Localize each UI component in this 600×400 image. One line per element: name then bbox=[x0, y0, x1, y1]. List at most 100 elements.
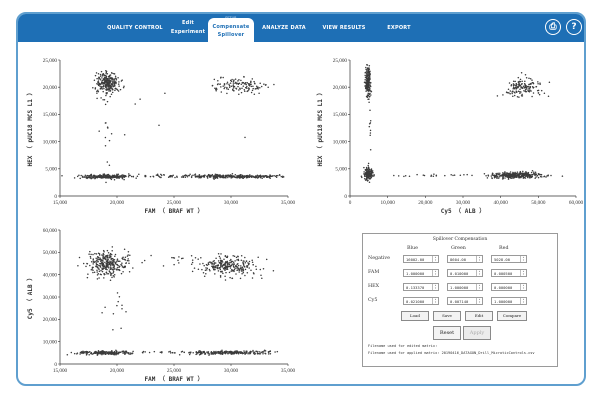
droplet-point bbox=[248, 260, 251, 263]
droplet-point bbox=[279, 174, 281, 176]
droplet-point bbox=[113, 174, 115, 177]
cy5-blue-input[interactable]: 0.021000 ▴ ▾ bbox=[403, 297, 439, 305]
cy5-green-input[interactable]: 0.007140 ▴ ▾ bbox=[447, 297, 483, 305]
droplet-point bbox=[368, 65, 371, 67]
fam-blue-input[interactable]: 1.000000 ▴ ▾ bbox=[403, 269, 439, 277]
fam-green-input[interactable]: 0.010000 ▴ ▾ bbox=[447, 269, 483, 277]
droplet-point bbox=[253, 351, 256, 353]
droplet-point bbox=[105, 177, 108, 179]
droplet-point bbox=[369, 70, 371, 73]
droplet-point bbox=[110, 353, 113, 355]
negative-blue-input[interactable]: 16002.00 ▴ ▾ bbox=[403, 255, 439, 263]
droplet-point bbox=[213, 78, 216, 81]
droplet-point bbox=[203, 175, 205, 178]
tab-edit-experiment[interactable]: Edit Experiment bbox=[170, 20, 206, 35]
cy5-red-input[interactable]: 1.000000 ▴ ▾ bbox=[491, 297, 527, 305]
droplet-point bbox=[182, 257, 184, 259]
droplet-point bbox=[366, 75, 369, 77]
droplet-point bbox=[224, 174, 227, 177]
droplet-point bbox=[97, 89, 99, 92]
droplet-point bbox=[180, 176, 183, 178]
droplet-point bbox=[101, 262, 104, 264]
droplet-point bbox=[369, 122, 372, 124]
droplet-point bbox=[220, 262, 222, 264]
tab-export[interactable]: EXPORT bbox=[387, 25, 411, 31]
droplet-point bbox=[219, 257, 222, 259]
droplet-point bbox=[218, 266, 221, 269]
tab-compensate-spillover[interactable]: Compensate Spillover bbox=[208, 18, 254, 42]
droplet-point bbox=[367, 98, 369, 100]
droplet-point bbox=[513, 174, 515, 177]
droplet-point bbox=[364, 74, 366, 77]
droplet-point bbox=[529, 176, 531, 179]
x-axis-label: FAM （ BRAF WT ） bbox=[145, 207, 204, 215]
droplet-point bbox=[237, 80, 239, 82]
droplet-point bbox=[86, 263, 89, 265]
droplet-point bbox=[108, 87, 110, 89]
droplet-point bbox=[276, 350, 279, 353]
droplet-point bbox=[106, 126, 109, 128]
reset-button[interactable]: Reset bbox=[433, 326, 461, 340]
tab-analyze-data[interactable]: ANALYZE DATA bbox=[262, 25, 306, 31]
droplet-point bbox=[108, 256, 111, 259]
print-icon[interactable]: ⎙ bbox=[545, 19, 561, 35]
droplet-point bbox=[108, 174, 111, 177]
droplet-point bbox=[369, 129, 372, 132]
droplet-point bbox=[242, 261, 244, 264]
tab-view-results[interactable]: VIEW RESULTS bbox=[322, 25, 366, 31]
hex-green-input[interactable]: 1.000000 ▴ ▾ bbox=[447, 283, 483, 291]
load-button[interactable]: Load bbox=[401, 311, 429, 321]
droplet-point bbox=[143, 259, 146, 262]
droplet-point bbox=[370, 169, 373, 171]
droplet-point bbox=[367, 90, 370, 92]
droplet-point bbox=[512, 86, 515, 89]
droplet-point bbox=[527, 85, 529, 88]
droplet-point bbox=[221, 270, 223, 272]
droplet-point bbox=[514, 84, 517, 86]
droplet-point bbox=[117, 83, 120, 85]
droplet-point bbox=[110, 85, 113, 88]
droplet-point bbox=[184, 176, 187, 178]
droplet-point bbox=[106, 81, 108, 83]
fam-red-input[interactable]: 0.000500 ▴ ▾ bbox=[491, 269, 527, 277]
hex-red-input[interactable]: 0.000000 ▴ ▾ bbox=[491, 283, 527, 291]
droplet-point bbox=[519, 78, 522, 81]
droplet-point bbox=[229, 352, 231, 354]
droplet-point bbox=[215, 350, 217, 353]
negative-red-input[interactable]: 5028.00 ▴ ▾ bbox=[491, 255, 527, 263]
droplet-point bbox=[195, 353, 197, 356]
droplet-point bbox=[487, 174, 489, 176]
hex-blue-input[interactable]: 0.133370 ▴ ▾ bbox=[403, 283, 439, 291]
droplet-point bbox=[243, 350, 245, 352]
negative-green-input[interactable]: 8604.00 ▴ ▾ bbox=[447, 255, 483, 263]
droplet-point bbox=[167, 176, 170, 178]
droplet-point bbox=[91, 268, 94, 270]
x-tick-label: 20,000 bbox=[110, 200, 125, 206]
droplet-point bbox=[211, 84, 214, 87]
droplet-point bbox=[231, 268, 233, 271]
apply-button[interactable]: Apply bbox=[463, 326, 491, 340]
edit-button[interactable]: Edit bbox=[465, 311, 493, 321]
tab-quality-control[interactable]: QUALITY CONTROL bbox=[107, 25, 163, 31]
droplet-point bbox=[111, 257, 114, 260]
droplet-point bbox=[527, 88, 529, 90]
help-icon[interactable]: ? bbox=[566, 19, 582, 35]
droplet-point bbox=[269, 353, 272, 355]
droplet-point bbox=[228, 262, 230, 264]
droplet-point bbox=[104, 145, 107, 147]
droplet-point bbox=[219, 83, 221, 85]
droplet-point bbox=[365, 76, 368, 79]
droplet-point bbox=[105, 88, 107, 90]
droplet-point bbox=[197, 258, 199, 260]
droplet-point bbox=[92, 263, 94, 265]
droplet-point bbox=[105, 266, 108, 268]
droplet-point bbox=[223, 258, 225, 261]
droplet-point bbox=[107, 75, 110, 78]
compare-button[interactable]: Compare bbox=[497, 311, 527, 321]
droplet-point bbox=[507, 88, 510, 90]
droplet-point bbox=[527, 90, 530, 93]
droplet-point bbox=[368, 170, 370, 173]
droplet-point bbox=[110, 350, 112, 353]
save-button[interactable]: Save bbox=[433, 311, 461, 321]
droplet-point bbox=[239, 277, 242, 280]
